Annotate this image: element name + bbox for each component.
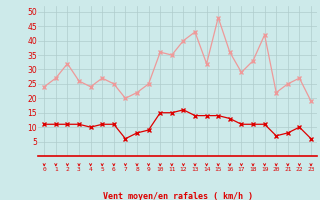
X-axis label: Vent moyen/en rafales ( km/h ): Vent moyen/en rafales ( km/h ) [103, 192, 252, 200]
